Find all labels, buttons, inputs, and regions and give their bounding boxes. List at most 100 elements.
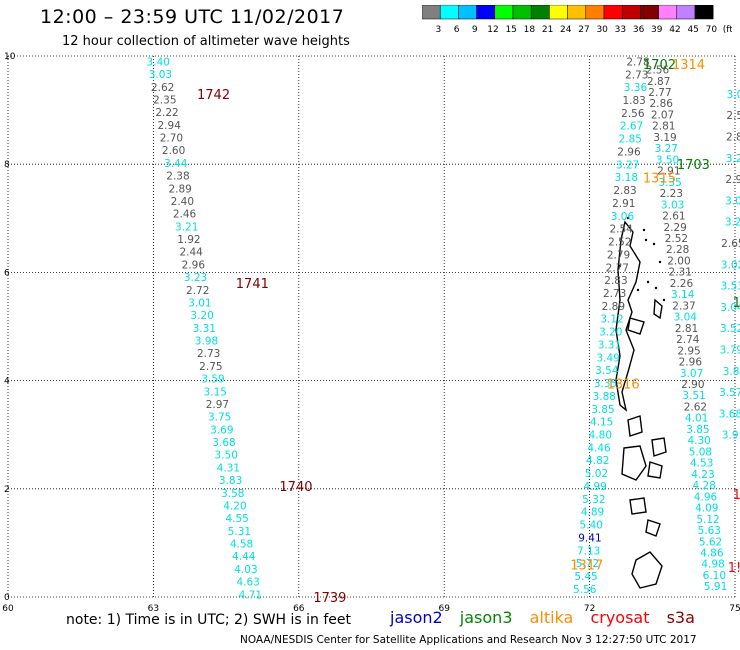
legend-label: 3 [436, 25, 442, 35]
wave-height-value: 2.29 [663, 222, 686, 234]
island-outline [621, 445, 647, 481]
wave-height-value: 5.62 [699, 536, 722, 548]
wave-height-value: 2.78 [626, 56, 649, 68]
wave-height-value: 4.09 [695, 503, 718, 515]
wave-height-value: 3.52 [720, 323, 740, 335]
wave-height-value: 5.56 [573, 584, 597, 596]
legend-swatch [694, 5, 714, 20]
islet-dot [642, 228, 646, 232]
wave-height-value: 4.30 [687, 435, 710, 447]
wave-height-value: 2.91 [657, 166, 680, 178]
wave-height-value: 4.99 [583, 481, 606, 493]
wave-height-value: 1.83 [622, 95, 645, 107]
wave-height-value: 3.04 [720, 302, 740, 314]
wave-height-value: 2.73 [197, 348, 220, 360]
wave-height-value: 3.04 [674, 312, 698, 324]
wave-height-value: 2.52 [608, 237, 631, 249]
wave-height-value: 3.31 [193, 323, 216, 335]
time-label: 1 [733, 296, 740, 311]
x-tick-label: 66 [293, 604, 305, 614]
wave-height-value: 3.20 [190, 310, 213, 322]
wave-height-value: 2.96 [679, 357, 703, 369]
island-outline [629, 497, 647, 515]
wave-height-value: 2.96 [182, 259, 206, 271]
sat-s3a: s3a [666, 608, 695, 627]
islet-dot [644, 238, 648, 242]
wave-height-value: 6.10 [703, 570, 726, 582]
wave-height-value: 2.40 [171, 196, 194, 208]
x-tick-label: 60 [2, 604, 14, 614]
wave-height-value: 2.97 [206, 399, 229, 411]
wave-height-value: 2.95 [677, 345, 700, 357]
wave-height-value: 2.77 [648, 87, 671, 99]
wave-height-value: 2.70 [160, 133, 183, 145]
island-outline [627, 317, 645, 335]
wave-height-value: 5.40 [580, 520, 603, 532]
wave-height-value: 3.19 [653, 132, 676, 144]
wave-height-value: 2.81 [675, 323, 698, 335]
wave-height-value: 3.58 [221, 488, 244, 500]
wave-height-value: 2.5 [726, 110, 740, 122]
legend-label: (ft) [723, 25, 732, 35]
wave-height-value: 5.02 [585, 468, 608, 480]
credit-line: NOAA/NESDIS Center for Satellite Applica… [240, 634, 697, 646]
wave-height-value: 2.46 [173, 209, 197, 221]
wave-height-value: 4.31 [217, 462, 240, 474]
wave-height-value: 3.8 [723, 366, 740, 378]
wave-height-value: 2.94 [158, 120, 182, 132]
legend-label: 6 [454, 25, 460, 35]
wave-height-value: 2.37 [672, 300, 695, 312]
islet-dot [658, 260, 662, 264]
legend-label: 45 [687, 25, 698, 35]
time-label: 1740 [279, 480, 312, 495]
wave-height-value: 3.35 [658, 177, 681, 189]
island-outline [645, 519, 661, 537]
wave-height-value: 3.98 [195, 336, 218, 348]
wave-height-value: 4.82 [586, 455, 609, 467]
wave-height-value: 3.50 [215, 450, 238, 462]
wave-height-value: 3.27 [655, 143, 678, 155]
island-outline [631, 551, 663, 589]
island-outline [651, 437, 667, 457]
wave-height-value: 3.2 [726, 153, 740, 165]
wave-height-value: 2.73 [603, 288, 626, 300]
island-outline [615, 220, 641, 412]
wave-height-value: 2.61 [662, 211, 685, 223]
time-label: 1316 [607, 377, 640, 392]
wave-height-value: 2.65 [721, 238, 740, 250]
wave-height-value: 3.36 [624, 82, 648, 94]
wave-height-value: 4.63 [236, 577, 259, 589]
wave-height-value: 2.87 [647, 76, 670, 88]
time-label: 1! [728, 561, 740, 576]
wave-height-value: 4.89 [581, 507, 604, 519]
wave-height-value: 3.18 [615, 172, 638, 184]
wave-height-value: 2.54 [609, 224, 633, 236]
wave-height-value: 4.46 [587, 442, 611, 454]
wave-height-value: 3.0 [727, 89, 740, 101]
wave-height-value: 5.63 [698, 525, 721, 537]
wave-height-value: 4.96 [694, 491, 718, 503]
wave-height-value: 2.62 [151, 82, 174, 94]
wave-height-value: 2.89 [168, 183, 191, 195]
wave-height-value: 3.14 [671, 289, 695, 301]
wave-height-value: 2.73 [625, 69, 648, 81]
wave-height-value: 3.83 [219, 475, 242, 487]
legend-label: 21 [542, 25, 553, 35]
wave-height-value: 3.2 [725, 217, 740, 229]
wave-height-value: 2.56 [621, 108, 645, 120]
legend-label: 30 [596, 25, 608, 35]
wave-height-value: 2.22 [155, 107, 178, 119]
wave-height-value: 4.03 [234, 564, 257, 576]
wave-height-value: 3.40 [147, 56, 170, 68]
wave-height-value: 3.15 [204, 386, 227, 398]
x-tick-label: 69 [438, 604, 450, 614]
wave-height-value: 3.20 [599, 327, 622, 339]
wave-height-value: 4.28 [693, 480, 716, 492]
time-label: 1315 [643, 172, 676, 187]
time-label: 1 [733, 488, 740, 503]
wave-height-value: 4.98 [701, 559, 724, 571]
wave-height-value: 2.26 [670, 278, 694, 290]
wave-height-value: 2.00 [667, 255, 690, 267]
time-label: 1739 [313, 591, 346, 606]
islet-dot [618, 264, 622, 268]
